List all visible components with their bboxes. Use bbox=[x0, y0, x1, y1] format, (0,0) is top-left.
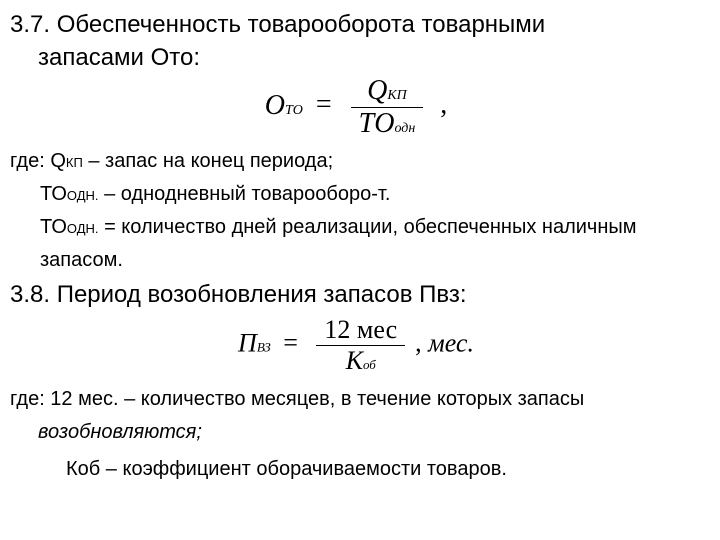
where-label-38: где: bbox=[10, 388, 45, 410]
where-label-37: где: bbox=[10, 150, 45, 172]
kob-line: Коб – коэффициент оборачиваемости товаро… bbox=[10, 456, 702, 483]
section-37-heading-line1: 3.7. Обеспеченность товарооборота товарн… bbox=[10, 10, 702, 39]
kob-definition: – коэффициент оборачиваемости товаров. bbox=[100, 458, 507, 480]
where-qkp-line: где: QКП – запас на конец периода; bbox=[10, 148, 702, 175]
formula-pvz-lhs-main: П bbox=[238, 328, 257, 357]
formula-pvz-eq: = bbox=[283, 328, 298, 357]
formula-pvz-trail-unit: мес. bbox=[428, 328, 474, 357]
toodn-line3: запасом. bbox=[10, 247, 702, 274]
formula-oto-block: OТО = QКП ТОодн , bbox=[10, 77, 702, 138]
kob-symbol: Коб bbox=[66, 458, 100, 480]
formula-pvz-fraction: 12 мес Коб bbox=[316, 317, 405, 374]
toodn-line2: ТООДН. = количество дней реализации, обе… bbox=[10, 214, 702, 241]
toodn-symbol-main-2: ТО bbox=[40, 216, 67, 238]
document-page: 3.7. Обеспеченность товарооборота товарн… bbox=[0, 0, 720, 499]
formula-pvz-trail-comma: , bbox=[415, 328, 422, 357]
formula-oto-den-main: ТО bbox=[359, 108, 395, 139]
formula-pvz-num: 12 мес bbox=[316, 317, 405, 346]
formula-oto-fraction: QКП ТОодн bbox=[351, 77, 424, 138]
toodn-symbol-main: ТО bbox=[40, 183, 67, 205]
formula-pvz-den: Коб bbox=[316, 346, 405, 374]
formula-pvz-block: ПВЗ = 12 мес Коб , мес. bbox=[10, 317, 702, 374]
toodn-eq-text: = количество дней реализации, обеспеченн… bbox=[99, 216, 637, 238]
section-38-title: Период возобновления запасов Пвз: bbox=[57, 281, 467, 308]
formula-oto-num-sub: КП bbox=[387, 88, 406, 103]
where-12mes-line2: возобновляются; bbox=[10, 419, 702, 446]
where-12mes-line1: где: 12 мес. – количество месяцев, в теч… bbox=[10, 386, 702, 413]
formula-oto-eq: = bbox=[316, 89, 332, 120]
section-37-title-part1: Обеспеченность товарооборота товарными bbox=[57, 11, 546, 38]
formula-pvz: ПВЗ = 12 мес Коб , мес. bbox=[238, 317, 474, 374]
mon-def-l1: 12 мес. – количество месяцев, в течение … bbox=[45, 388, 585, 410]
qkp-definition: – запас на конец периода; bbox=[88, 150, 333, 172]
formula-oto-lhs-sub: ТО bbox=[285, 102, 303, 117]
section-38-heading: 3.8. Период возобновления запасов Пвз: bbox=[10, 280, 702, 309]
toodn-symbol-sub: ОДН. bbox=[67, 188, 99, 203]
qkp-symbol-sub: КП bbox=[66, 155, 83, 170]
formula-oto: OТО = QКП ТОодн , bbox=[265, 77, 448, 138]
section-38-number: 3.8. bbox=[10, 281, 50, 308]
formula-pvz-den-sub: об bbox=[363, 357, 376, 372]
toodn-symbol-sub-2: ОДН. bbox=[67, 221, 99, 236]
toodn-def1: – однодневный товарооборо-т. bbox=[104, 183, 390, 205]
toodn-eq-text2: запасом. bbox=[40, 249, 123, 271]
formula-oto-num: QКП bbox=[351, 77, 424, 108]
formula-pvz-lhs-sub: ВЗ bbox=[257, 339, 271, 354]
formula-oto-lhs-main: O bbox=[265, 89, 285, 120]
formula-oto-den-sub: одн bbox=[394, 121, 415, 136]
formula-oto-den: ТОодн bbox=[351, 108, 424, 138]
formula-pvz-den-main: К bbox=[346, 346, 363, 375]
mon-def-l2: возобновляются; bbox=[38, 421, 202, 443]
section-37-number: 3.7. bbox=[10, 11, 50, 38]
qkp-symbol-main: Q bbox=[50, 150, 66, 172]
section-37-title-part2: запасами Ото: bbox=[38, 44, 200, 71]
formula-oto-num-main: Q bbox=[367, 75, 387, 106]
formula-oto-trail: , bbox=[440, 89, 447, 120]
section-37-heading-line2: запасами Ото: bbox=[10, 43, 702, 72]
formula-pvz-num-text: 12 мес bbox=[324, 315, 397, 344]
toodn-line1: ТООДН. – однодневный товарооборо-т. bbox=[10, 181, 702, 208]
